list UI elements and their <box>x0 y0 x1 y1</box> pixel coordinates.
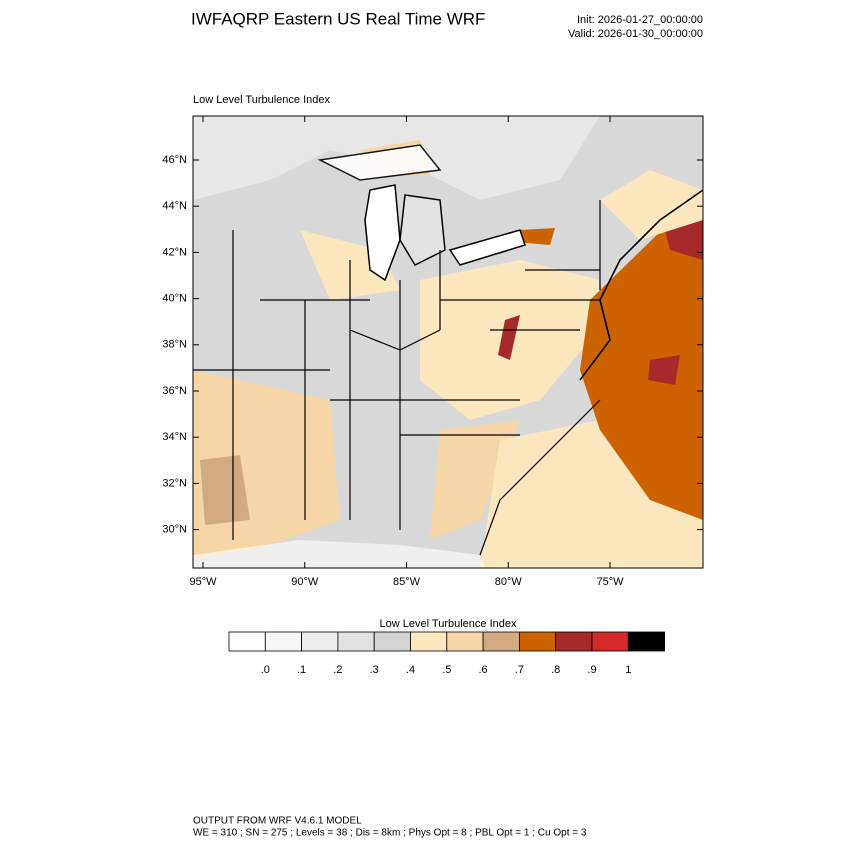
init-time: Init: 2026-01-27_00:00:00 <box>577 14 703 26</box>
lat-label: 34°N <box>162 431 187 443</box>
footer-line: WE = 310 ; SN = 275 ; Levels = 38 ; Dis … <box>193 828 587 839</box>
colorbar-box <box>264 631 302 652</box>
lon-label: 75°W <box>596 576 624 588</box>
colorbar-label: .2 <box>333 664 342 676</box>
colorbar-box <box>555 631 593 652</box>
colorbar-box <box>519 631 557 652</box>
colorbar-box <box>627 631 665 652</box>
title: IWFAQRP Eastern US Real Time WRF <box>191 9 485 28</box>
colorbar-box <box>228 631 266 652</box>
lon-label: 90°W <box>291 576 319 588</box>
colorbar-label: .9 <box>587 664 596 676</box>
colorbar-box <box>446 631 484 652</box>
map-field <box>193 116 703 568</box>
colorbar-box <box>410 631 448 652</box>
colorbar-label: .6 <box>479 664 488 676</box>
lon-label: 85°W <box>393 576 421 588</box>
lat-label: 32°N <box>162 477 187 489</box>
colorbar-box <box>301 631 339 652</box>
colorbar-label: .4 <box>406 664 415 676</box>
lat-label: 44°N <box>162 200 187 212</box>
colorbar-label: 1 <box>625 664 631 676</box>
lat-label: 30°N <box>162 524 187 536</box>
footer-line: OUTPUT FROM WRF V4.6.1 MODEL <box>193 816 362 827</box>
colorbar-box <box>482 631 520 652</box>
colorbar-box <box>373 631 411 652</box>
map-frame <box>192 115 704 569</box>
lat-label: 36°N <box>162 385 187 397</box>
lat-label: 42°N <box>162 246 187 258</box>
lon-label: 95°W <box>189 576 217 588</box>
colorbar-label: .0 <box>261 664 270 676</box>
map-title: Low Level Turbulence Index <box>193 94 330 106</box>
valid-time: Valid: 2026-01-30_00:00:00 <box>568 28 703 40</box>
colorbar-label: .8 <box>551 664 560 676</box>
colorbar-box <box>591 631 629 652</box>
lat-label: 38°N <box>162 339 187 351</box>
colorbar-label: .5 <box>442 664 451 676</box>
lat-label: 40°N <box>162 293 187 305</box>
colorbar-label: .3 <box>370 664 379 676</box>
colorbar-label: .1 <box>297 664 306 676</box>
colorbar-box <box>337 631 375 652</box>
colorbar-title: Low Level Turbulence Index <box>380 618 517 630</box>
colorbar-label: .7 <box>515 664 524 676</box>
lat-label: 46°N <box>162 154 187 166</box>
lon-label: 80°W <box>495 576 523 588</box>
